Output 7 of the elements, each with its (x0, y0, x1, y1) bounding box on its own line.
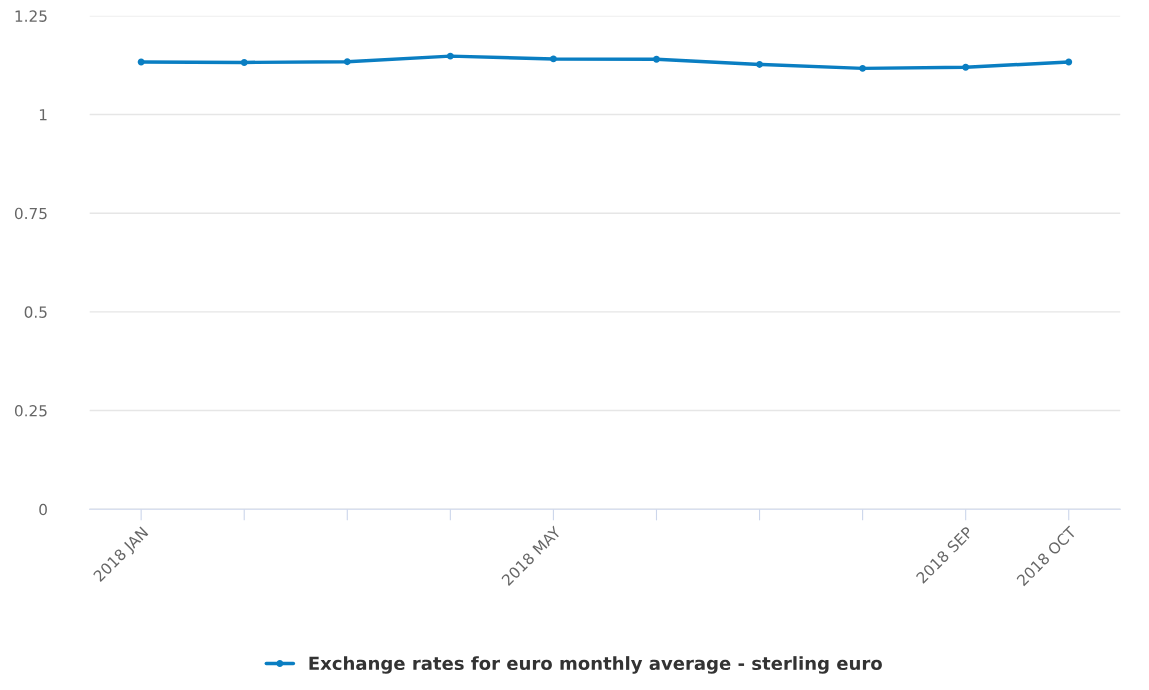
y-tick-label: 0.75 (14, 207, 47, 220)
y-tick-label: 1.25 (15, 10, 47, 22)
y-tick-label: 1 (39, 109, 47, 121)
y-tick-label: 0 (39, 503, 47, 516)
legend-label: Exchange rates for euro monthly average - sterling euro (309, 656, 882, 674)
y-tick-label: 0.5 (24, 306, 47, 318)
y-tick-label: 0.25 (14, 405, 47, 417)
